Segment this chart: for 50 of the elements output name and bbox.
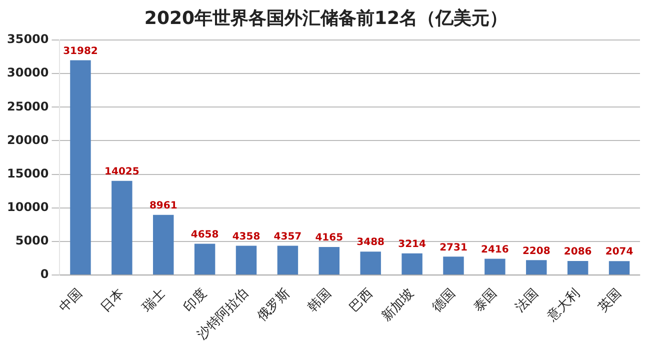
- y-tick-label: 35000: [7, 32, 49, 46]
- x-tick-label: 印度: [180, 285, 210, 316]
- data-label: 2731: [440, 242, 468, 254]
- x-tick-label: 意大利: [544, 286, 584, 326]
- x-tick-label: 英国: [596, 286, 624, 316]
- x-tick-label: 泰国: [471, 286, 500, 316]
- chart-title: 2020年世界各国外汇储备前12名（亿美元）: [143, 7, 509, 30]
- data-label: 31982: [63, 46, 98, 57]
- bar: [360, 252, 381, 275]
- x-tick-label: 中国: [56, 286, 86, 316]
- x-tick-label: 瑞士: [140, 286, 169, 316]
- data-label: 2208: [522, 246, 550, 257]
- data-label: 2086: [564, 246, 592, 258]
- y-tick-label: 0: [40, 267, 49, 282]
- bar: [443, 256, 464, 275]
- bar: [402, 253, 422, 275]
- bar: [277, 246, 298, 275]
- bar: [70, 60, 91, 275]
- y-tick-label: 25000: [7, 99, 49, 114]
- data-label: 3488: [356, 237, 385, 248]
- bar: [194, 244, 216, 275]
- y-tick-label: 10000: [7, 200, 49, 214]
- data-label: 4165: [315, 232, 344, 244]
- bar: [153, 214, 174, 275]
- bar: [318, 247, 340, 275]
- x-tick-label: 韩国: [305, 286, 334, 316]
- data-label: 14025: [104, 166, 140, 178]
- y-tick-label: 5000: [15, 234, 49, 248]
- bar: [526, 260, 547, 275]
- bar: [608, 261, 630, 275]
- bar: [567, 261, 588, 275]
- x-tick-label: 俄罗斯: [254, 286, 293, 324]
- x-tick-label: 日本: [98, 286, 128, 316]
- data-label: 8961: [149, 200, 178, 212]
- data-label: 2416: [481, 244, 509, 256]
- data-label: 4658: [190, 229, 219, 240]
- y-tick-label: 30000: [7, 66, 49, 80]
- bar: [112, 180, 132, 275]
- data-label: 4358: [232, 231, 260, 242]
- bar: [236, 246, 257, 275]
- bar: [484, 258, 506, 275]
- data-label: 4357: [274, 231, 302, 242]
- data-label: 3214: [398, 239, 426, 250]
- x-tick-label: 巴西: [346, 286, 376, 316]
- data-label: 2074: [605, 246, 634, 258]
- y-tick-label: 20000: [7, 132, 49, 147]
- x-tick-label: 新加坡: [379, 286, 418, 324]
- y-tick-label: 15000: [7, 166, 49, 180]
- x-tick-label: 法国: [512, 286, 542, 316]
- x-tick-label: 德国: [430, 286, 459, 316]
